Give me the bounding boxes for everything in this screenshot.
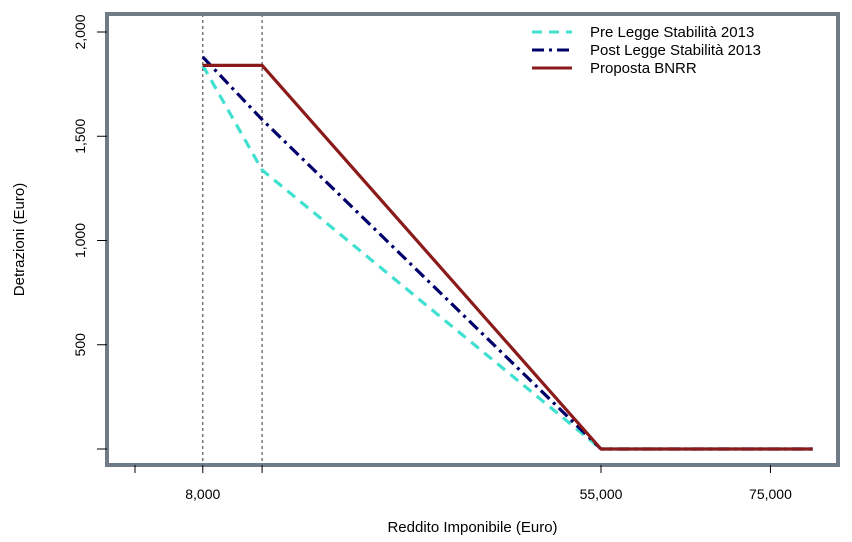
x-tick-label-1: 8,000	[185, 486, 220, 502]
plot-frame	[105, 12, 840, 467]
series-line-1	[201, 55, 813, 451]
y-axis: 500 1,000 1,500 2,000	[72, 14, 107, 450]
series-line-2	[202, 63, 813, 451]
series-lines	[201, 55, 813, 451]
x-axis-title: Reddito Imponibile (Euro)	[387, 519, 557, 536]
x-tick-label-4: 75,000	[749, 486, 792, 502]
legend-label-2: Proposta BNRR	[590, 60, 697, 77]
legend-label-1: Post Legge Stabilità 2013	[590, 42, 761, 59]
y-tick-label-4: 2,000	[72, 14, 88, 49]
y-tick-label-2: 1,000	[72, 223, 88, 258]
x-axis: 8,000 55,000 75,000	[134, 465, 792, 502]
legend-label-0: Pre Legge Stabilità 2013	[590, 24, 754, 41]
series-line-0	[201, 64, 813, 451]
y-tick-label-1: 500	[72, 333, 88, 357]
x-tick-label-3: 55,000	[580, 486, 623, 502]
y-axis-title: Detrazioni (Euro)	[11, 183, 28, 296]
y-tick-label-3: 1,500	[72, 119, 88, 154]
